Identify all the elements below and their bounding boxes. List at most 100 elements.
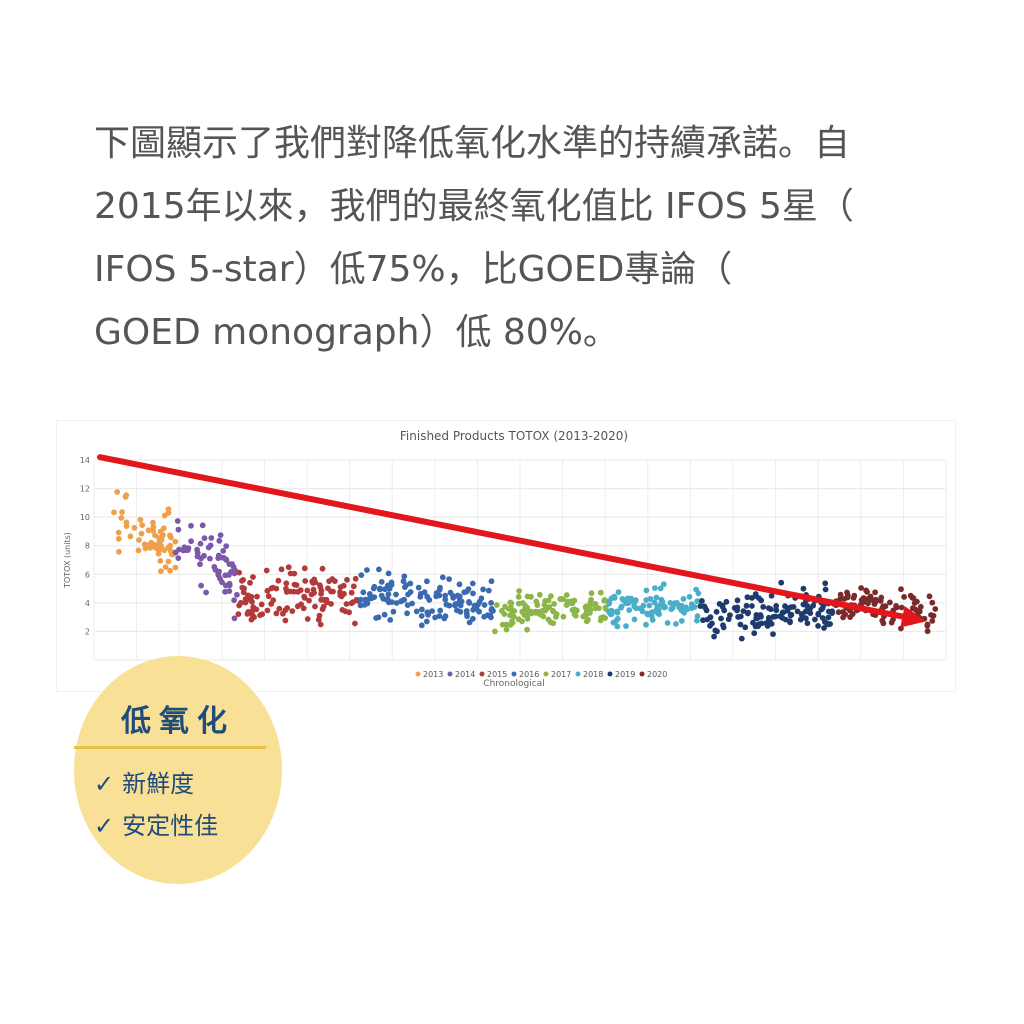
data-point-2019: [824, 620, 830, 627]
legend-label: 2018: [583, 670, 603, 679]
data-point-2015: [235, 611, 242, 617]
data-point-2020: [858, 585, 864, 591]
data-point-2019: [825, 614, 832, 621]
data-point-2019: [714, 628, 720, 635]
data-point-2020: [926, 593, 933, 600]
data-point-2019: [773, 607, 780, 614]
data-point-2014: [174, 518, 181, 524]
data-point-2020: [844, 589, 850, 596]
data-point-2019: [753, 612, 760, 618]
data-point-2014: [231, 570, 238, 577]
data-point-2015: [312, 579, 319, 586]
data-point-2014: [231, 597, 238, 604]
data-point-2015: [297, 587, 304, 594]
data-point-2018: [694, 598, 701, 605]
check-icon: ✓: [94, 812, 115, 840]
data-point-2019: [734, 607, 740, 614]
data-point-2017: [596, 605, 602, 612]
data-point-2013: [139, 522, 146, 528]
data-point-2014: [220, 548, 227, 554]
data-point-2020: [914, 609, 921, 616]
data-point-2019: [711, 633, 717, 640]
data-point-2016: [437, 584, 443, 591]
data-point-2013: [114, 489, 121, 495]
data-point-2016: [404, 610, 410, 617]
data-point-2013: [152, 532, 158, 539]
data-point-2016: [457, 602, 464, 609]
legend-label: 2014: [455, 670, 475, 679]
legend-marker-2018: [575, 671, 581, 677]
data-point-2018: [694, 613, 701, 620]
data-point-2014: [226, 588, 233, 594]
data-point-2018: [614, 623, 621, 630]
data-point-2020: [901, 594, 907, 600]
data-point-2020: [898, 586, 904, 593]
data-point-2019: [770, 631, 776, 637]
data-point-2020: [877, 597, 884, 604]
legend-label: 2017: [551, 670, 571, 679]
data-point-2020: [928, 612, 934, 618]
legend-label: 2015: [487, 670, 507, 679]
data-point-2015: [283, 585, 289, 592]
data-point-2016: [385, 570, 392, 577]
data-point-2017: [543, 606, 550, 613]
data-point-2014: [199, 522, 206, 529]
data-point-2015: [247, 579, 253, 586]
data-point-2015: [289, 608, 296, 614]
y-tick-label: 8: [85, 542, 90, 551]
data-point-2016: [488, 600, 494, 606]
data-point-2015: [254, 593, 260, 600]
data-point-2019: [758, 613, 764, 620]
data-point-2015: [317, 584, 324, 590]
data-point-2017: [528, 593, 534, 600]
data-point-2019: [768, 621, 775, 627]
data-point-2013: [161, 512, 168, 519]
data-point-2020: [844, 594, 851, 601]
data-point-2015: [312, 603, 318, 610]
data-point-2019: [803, 615, 809, 622]
data-point-2013: [131, 524, 138, 531]
data-point-2019: [707, 614, 714, 621]
y-tick-label: 10: [80, 513, 90, 522]
data-point-2017: [492, 628, 498, 635]
data-point-2014: [197, 561, 203, 568]
data-point-2016: [373, 615, 379, 621]
data-point-2016: [393, 600, 400, 606]
data-point-2014: [201, 552, 207, 559]
data-point-2015: [240, 589, 247, 596]
data-point-2016: [417, 593, 424, 600]
data-point-2015: [306, 597, 312, 604]
data-point-2019: [751, 630, 758, 637]
chart-svg: Finished Products TOTOX (2013-2020) TOTO…: [56, 420, 956, 692]
data-point-2017: [510, 613, 517, 620]
data-point-2015: [315, 616, 322, 623]
check-icon: ✓: [94, 770, 115, 798]
data-point-2015: [342, 608, 349, 615]
data-point-2017: [560, 613, 567, 620]
data-point-2020: [849, 611, 856, 617]
data-point-2015: [344, 576, 350, 583]
badge-divider: [74, 746, 266, 749]
data-point-2020: [898, 604, 905, 611]
data-point-2016: [469, 580, 476, 587]
data-point-2016: [401, 573, 408, 580]
data-point-2015: [268, 585, 275, 592]
data-point-2017: [516, 588, 522, 594]
data-point-2014: [203, 589, 210, 596]
data-point-2016: [401, 596, 408, 603]
chart-frame: [56, 420, 956, 692]
data-point-2019: [815, 610, 822, 617]
x-axis-label: Chronological: [483, 679, 544, 689]
data-point-2013: [165, 506, 172, 513]
data-point-2013: [172, 538, 179, 545]
data-point-2015: [294, 603, 301, 610]
data-point-2016: [456, 593, 463, 600]
data-point-2014: [176, 546, 182, 553]
data-point-2014: [215, 571, 222, 577]
data-point-2019: [720, 622, 726, 629]
y-tick-labels: 14 12 10 8 6 4 2: [80, 456, 90, 636]
data-point-2019: [765, 605, 772, 611]
data-point-2018: [647, 596, 654, 602]
data-point-2014: [197, 540, 204, 547]
data-point-2017: [545, 597, 552, 604]
